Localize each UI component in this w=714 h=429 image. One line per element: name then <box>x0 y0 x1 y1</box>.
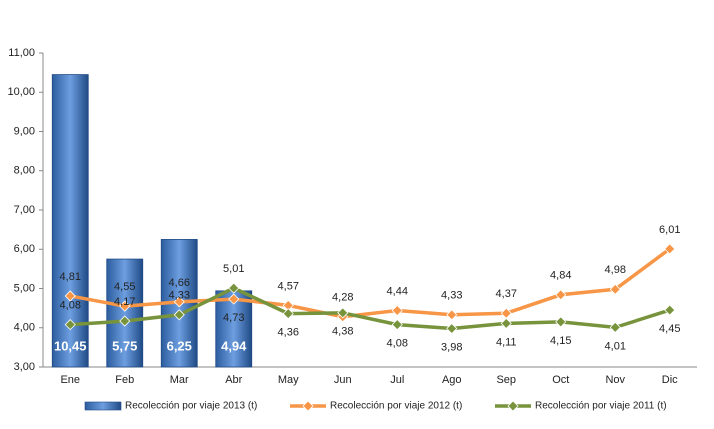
point-value-label: 4,33 <box>441 290 462 302</box>
y-tick-label: 4,00 <box>14 322 35 334</box>
legend-swatch <box>84 401 122 411</box>
y-tick-label: 6,00 <box>14 243 35 255</box>
point-value-label: 4,28 <box>332 292 353 304</box>
bar-value-label: 4,94 <box>221 338 247 353</box>
line <box>69 247 671 319</box>
point-value-label: 4,81 <box>60 271 81 283</box>
y-tick-label: 11,00 <box>8 47 35 59</box>
marker <box>500 307 512 319</box>
marker <box>173 309 185 321</box>
marker <box>391 319 403 331</box>
point-value-label: 4,08 <box>387 338 408 350</box>
x-tick-label: May <box>278 374 299 386</box>
x-tick-label: Oct <box>552 374 569 386</box>
point-value-label: 5,01 <box>223 263 244 275</box>
point-value-label: 4,17 <box>114 296 135 308</box>
point-value-label: 4,33 <box>169 290 190 302</box>
marker <box>609 321 621 333</box>
marker <box>228 293 240 305</box>
x-tick-label: Feb <box>115 374 134 386</box>
marker <box>446 322 458 335</box>
point-value-label: 4,98 <box>605 264 626 276</box>
legend-label: Recolección por viaje 2012 (t) <box>330 401 462 412</box>
bar-value-label: 10,45 <box>54 338 87 353</box>
x-tick-label: Abr <box>225 374 242 386</box>
marker <box>500 317 512 329</box>
legend-marker <box>507 400 519 412</box>
legend-marker <box>302 400 314 412</box>
x-tick-label: Ago <box>442 374 462 386</box>
y-tick-label: 10,00 <box>7 86 35 98</box>
x-tick-label: Jul <box>390 374 404 386</box>
y-tick-label: 9,00 <box>14 125 35 137</box>
point-value-label: 4,36 <box>278 327 299 339</box>
marker <box>282 308 294 320</box>
point-value-label: 4,84 <box>550 270 571 282</box>
point-value-label: 3,98 <box>441 341 462 353</box>
y-tick-label: 7,00 <box>14 204 35 216</box>
bar <box>51 74 89 368</box>
marker <box>337 307 349 319</box>
point-value-label: 4,55 <box>114 281 135 293</box>
line <box>70 286 671 331</box>
marker <box>664 304 676 316</box>
marker <box>119 315 131 327</box>
point-value-label: 4,73 <box>223 312 244 324</box>
marker <box>391 304 403 317</box>
marker <box>664 243 676 255</box>
point-value-label: 4,15 <box>550 335 571 347</box>
marker <box>228 282 240 294</box>
legend-label: Recolección por viaje 2013 (t) <box>125 401 257 412</box>
marker <box>609 283 621 295</box>
point-value-label: 4,57 <box>278 280 299 292</box>
marker <box>64 319 76 331</box>
point-value-label: 4,45 <box>659 323 680 335</box>
bar-value-label: 6,25 <box>167 338 192 353</box>
marker <box>555 316 567 328</box>
x-tick-label: Ene <box>60 374 80 386</box>
point-value-label: 4,37 <box>496 288 517 300</box>
marker <box>446 309 458 321</box>
point-value-label: 4,11 <box>496 336 517 348</box>
marker <box>173 296 185 308</box>
x-tick-label: Dic <box>662 374 678 386</box>
marker <box>555 289 567 301</box>
point-value-label: 4,66 <box>169 277 190 289</box>
y-tick-label: 3,00 <box>14 361 35 373</box>
x-tick-label: Mar <box>170 374 189 386</box>
y-tick-label: 5,00 <box>14 282 35 294</box>
x-tick-label: Nov <box>605 374 625 386</box>
marker <box>119 300 131 312</box>
y-tick-label: 8,00 <box>14 165 35 177</box>
point-value-label: 4,44 <box>387 285 408 297</box>
point-value-label: 4,08 <box>60 300 81 312</box>
bar <box>106 258 144 368</box>
point-value-label: 4,01 <box>605 340 626 352</box>
x-tick-label: Jun <box>334 374 352 386</box>
point-value-label: 4,38 <box>332 326 353 338</box>
legend-label: Recolección por viaje 2011 (t) <box>535 401 667 412</box>
x-tick-label: Sep <box>496 374 516 386</box>
point-value-label: 6,01 <box>659 224 680 236</box>
bar-value-label: 5,75 <box>112 338 137 353</box>
marker <box>64 290 76 302</box>
